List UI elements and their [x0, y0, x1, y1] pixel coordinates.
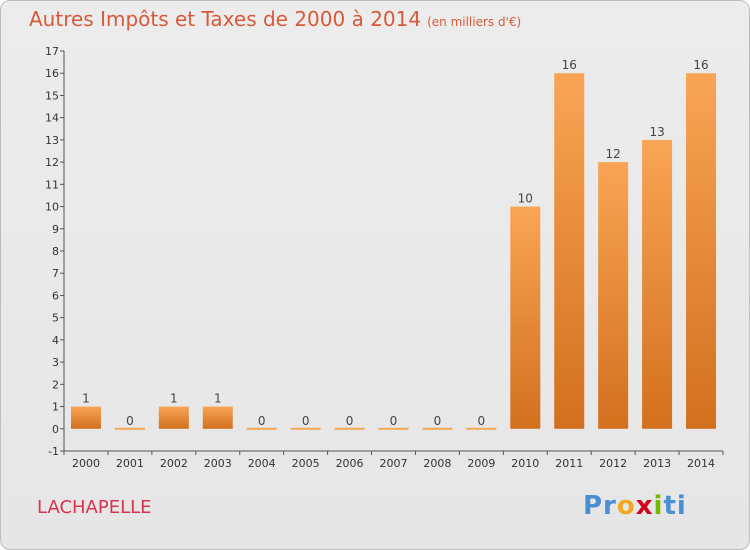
bar-data-label: 16 [562, 58, 577, 72]
bar-data-label: 0 [390, 414, 398, 428]
bar-data-label: 1 [170, 392, 178, 406]
x-tick-label: 2006 [336, 457, 364, 470]
bar-data-label: 16 [693, 58, 708, 72]
bar [554, 73, 584, 429]
x-tick-label: 2003 [204, 457, 232, 470]
bar [203, 407, 233, 429]
x-tick-label: 2001 [116, 457, 144, 470]
y-tick-label: 13 [45, 134, 59, 147]
y-tick-label: 6 [52, 289, 59, 302]
bar-chart: -101234567891011121314151617 12000020011… [1, 1, 750, 550]
y-tick-label: 16 [45, 67, 59, 80]
x-tick-label: 2007 [380, 457, 408, 470]
y-tick-label: 12 [45, 156, 59, 169]
bar-data-label: 0 [346, 414, 354, 428]
y-tick-label: 10 [45, 201, 59, 214]
bar-data-label: 10 [518, 192, 533, 206]
logo-letter: o [617, 491, 636, 521]
chart-frame: Autres Impôts et Taxes de 2000 à 2014 (en… [0, 0, 750, 550]
logo-letter: Pr [583, 491, 617, 521]
x-tick-label: 2008 [423, 457, 451, 470]
commune-name: LACHAPELLE [37, 497, 152, 518]
y-tick-label: 1 [52, 401, 59, 414]
y-tick-label: 9 [52, 223, 59, 236]
bar [642, 140, 672, 429]
y-tick-label: 7 [52, 267, 59, 280]
bar [598, 162, 628, 429]
y-tick-label: 2 [52, 378, 59, 391]
x-tick-label: 2009 [467, 457, 495, 470]
bar [686, 73, 716, 429]
x-tick-label: 2004 [248, 457, 276, 470]
bar [422, 428, 452, 430]
proxiti-logo: Proxiti [583, 491, 687, 521]
bar [247, 428, 277, 430]
bar-data-label: 1 [214, 392, 222, 406]
bar [71, 407, 101, 429]
y-tick-label: -1 [48, 445, 59, 458]
bar-data-label: 0 [258, 414, 266, 428]
bar-data-label: 0 [302, 414, 310, 428]
y-tick-label: 11 [45, 178, 59, 191]
y-tick-label: 8 [52, 245, 59, 258]
x-tick-label: 2005 [292, 457, 320, 470]
x-tick-label: 2011 [555, 457, 583, 470]
bar-data-label: 12 [606, 147, 621, 161]
y-tick-label: 3 [52, 356, 59, 369]
x-tick-label: 2002 [160, 457, 188, 470]
bar-data-label: 13 [649, 125, 664, 139]
y-tick-label: 5 [52, 312, 59, 325]
x-tick-label: 2012 [599, 457, 627, 470]
bar-data-label: 0 [126, 414, 134, 428]
x-tick-label: 2013 [643, 457, 671, 470]
bar [291, 428, 321, 430]
logo-letter: i [654, 491, 664, 521]
bar [115, 428, 145, 430]
logo-letter: ti [663, 491, 686, 521]
x-tick-label: 2014 [687, 457, 715, 470]
bar [379, 428, 409, 430]
x-tick-label: 2010 [511, 457, 539, 470]
bar-data-label: 1 [82, 392, 90, 406]
y-tick-label: 17 [45, 45, 59, 58]
y-tick-label: 14 [45, 112, 59, 125]
bar-data-label: 0 [434, 414, 442, 428]
bar [466, 428, 496, 430]
y-tick-label: 4 [52, 334, 59, 347]
bar-data-label: 0 [478, 414, 486, 428]
bar [510, 207, 540, 429]
logo-letter: x [636, 491, 654, 521]
bar [159, 407, 189, 429]
bar [335, 428, 365, 430]
y-tick-label: 15 [45, 89, 59, 102]
x-tick-label: 2000 [72, 457, 100, 470]
y-tick-label: 0 [52, 423, 59, 436]
